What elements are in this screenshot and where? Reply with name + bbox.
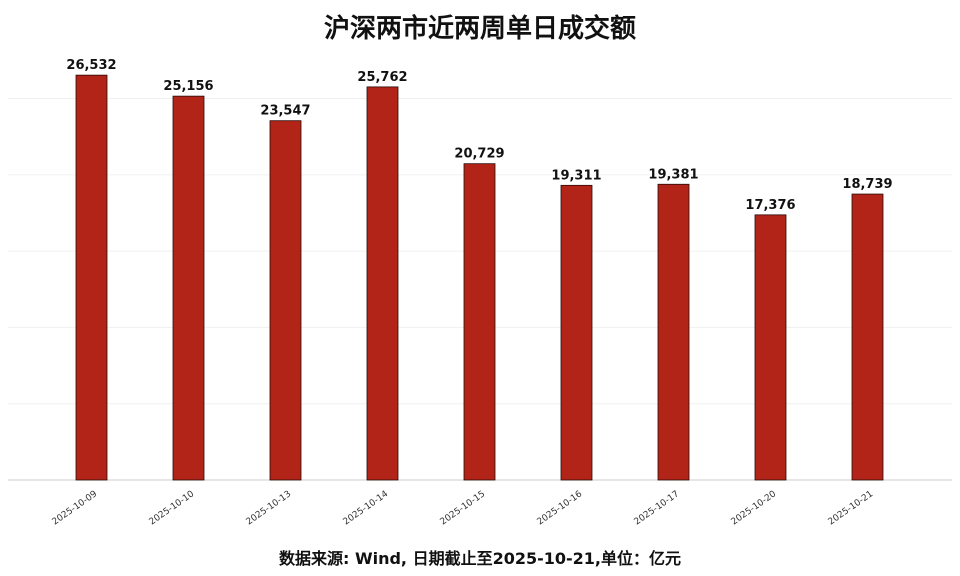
x-tick-label: 2025-10-17 xyxy=(633,489,682,527)
value-label: 25,156 xyxy=(163,79,213,94)
bar xyxy=(560,184,593,481)
value-label: 18,739 xyxy=(842,177,892,192)
bar xyxy=(269,120,302,481)
value-label: 19,311 xyxy=(551,168,601,183)
value-label: 23,547 xyxy=(260,104,310,119)
value-label: 26,532 xyxy=(66,58,116,73)
value-label: 19,381 xyxy=(648,167,698,182)
value-label: 20,729 xyxy=(454,147,504,162)
x-tick-label: 2025-10-20 xyxy=(730,489,779,527)
x-tick-label: 2025-10-13 xyxy=(245,489,294,527)
source-note: 数据来源: Wind, 日期截止至2025-10-21,单位：亿元 xyxy=(278,549,682,568)
bar xyxy=(463,163,496,481)
x-tick-label: 2025-10-21 xyxy=(827,489,876,527)
value-labels: 26,532 25,156 23,547 25,762 20,729 19,311 19,3… xyxy=(66,58,892,213)
bar xyxy=(851,193,884,481)
bars xyxy=(75,74,884,481)
bar xyxy=(657,183,690,481)
chart-title: 沪深两市近两周单日成交额 xyxy=(323,14,636,44)
bar xyxy=(75,74,108,481)
value-label: 17,376 xyxy=(745,198,795,213)
x-tick-label: 2025-10-10 xyxy=(148,489,197,527)
x-tick-label: 2025-10-09 xyxy=(51,489,100,527)
bar xyxy=(754,214,787,481)
bar xyxy=(172,95,205,481)
x-tick-label: 2025-10-14 xyxy=(342,489,391,527)
bar xyxy=(366,86,399,481)
x-tick-labels: 2025-10-09 2025-10-10 2025-10-13 2025-10-14… xyxy=(51,489,876,527)
value-label: 25,762 xyxy=(357,70,407,85)
x-tick-label: 2025-10-15 xyxy=(439,489,488,527)
x-tick-label: 2025-10-16 xyxy=(536,489,585,527)
